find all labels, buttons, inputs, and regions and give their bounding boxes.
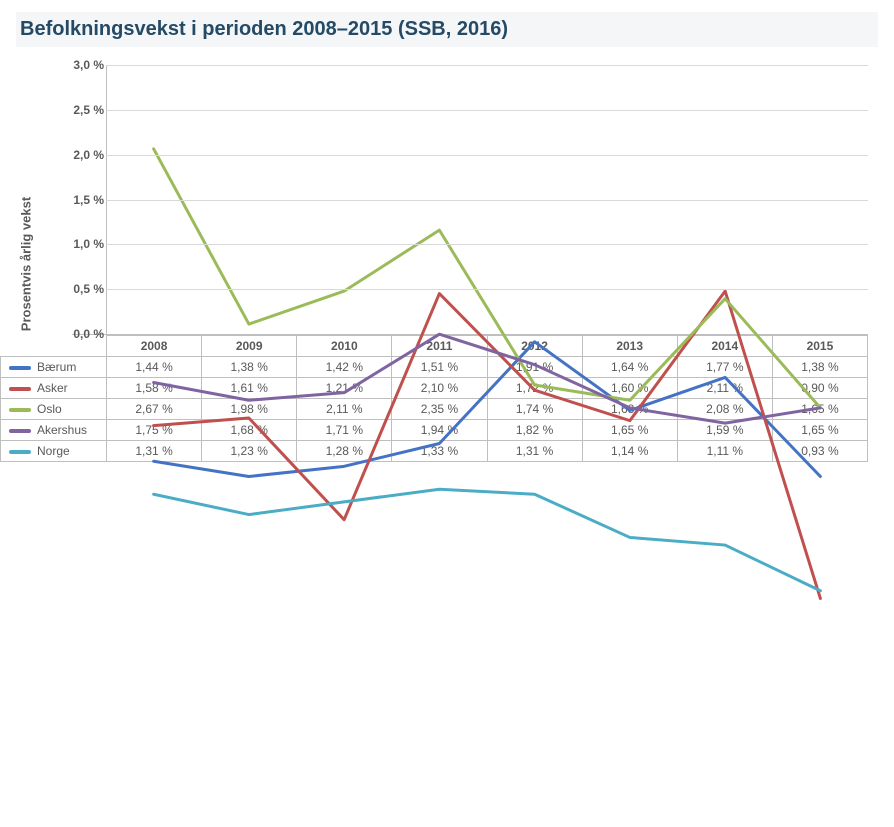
gridline — [106, 200, 868, 201]
series-header: Bærum — [1, 357, 107, 378]
y-tick-label: 2,5 % — [66, 103, 104, 117]
series-line — [154, 149, 821, 408]
y-tick-label: 1,5 % — [66, 193, 104, 207]
series-line — [154, 291, 821, 598]
series-header: Norge — [1, 441, 107, 462]
series-header: Oslo — [1, 399, 107, 420]
series-name: Akershus — [37, 423, 87, 437]
gridline — [106, 65, 868, 66]
series-line — [154, 342, 821, 477]
series-header: Asker — [1, 378, 107, 399]
y-tick-label: 0,0 % — [66, 327, 104, 341]
legend-swatch — [9, 450, 31, 454]
y-axis-label: Prosentvis årlig vekst — [19, 196, 34, 330]
page-title: Befolkningsvekst i perioden 2008–2015 (S… — [16, 12, 878, 47]
chart-container: Prosentvis årlig vekst 0,0 %0,5 %1,0 %1,… — [72, 65, 868, 462]
plot-area: 0,0 %0,5 %1,0 %1,5 %2,0 %2,5 %3,0 % — [72, 65, 868, 335]
y-tick-label: 0,5 % — [66, 282, 104, 296]
gridline — [106, 155, 868, 156]
gridline — [106, 289, 868, 290]
chart-lines — [106, 65, 868, 827]
series-name: Bærum — [37, 360, 76, 374]
legend-swatch — [9, 429, 31, 433]
y-tick-label: 2,0 % — [66, 148, 104, 162]
y-tick-label: 3,0 % — [66, 58, 104, 72]
series-name: Oslo — [37, 402, 62, 416]
legend-swatch — [9, 366, 31, 370]
legend-swatch — [9, 408, 31, 412]
gridline — [106, 244, 868, 245]
y-tick-label: 1,0 % — [66, 237, 104, 251]
gridline — [106, 110, 868, 111]
legend-swatch — [9, 387, 31, 391]
series-line — [154, 489, 821, 591]
series-name: Asker — [37, 381, 68, 395]
series-header: Akershus — [1, 420, 107, 441]
series-name: Norge — [37, 444, 70, 458]
